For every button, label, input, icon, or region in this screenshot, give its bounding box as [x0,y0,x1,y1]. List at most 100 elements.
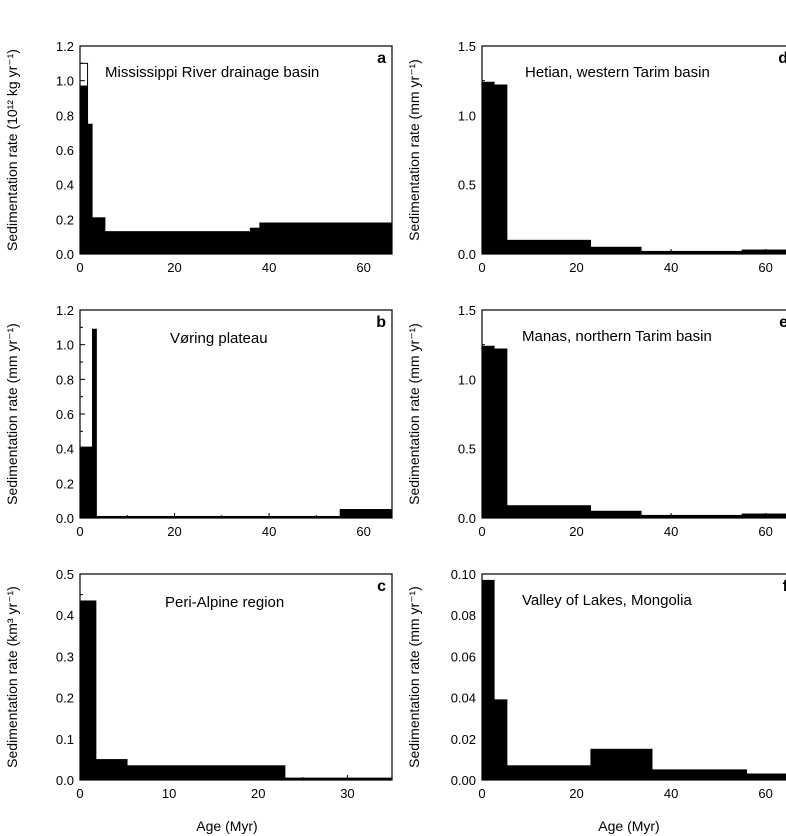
panel-a: 0 20 40 60 0.0 0.2 0.4 0.6 0.8 1.0 1.2 Sedimentatio… [4,39,393,275]
xtick-label-a-3: 60 [356,260,370,275]
panel-b: 0 20 40 60 0.0 0.2 0.4 0.6 0.8 1.0 1.2 Sedimentatio… [4,303,393,539]
panel-title-d: Hetian, western Tarim basin [525,64,710,81]
panel-title-c: Peri-Alpine region [165,594,284,611]
bar-e-1 [493,348,508,518]
xlabel-c: Age (Myr) [196,818,257,834]
ytick-label-f-2: 0.04 [451,691,476,706]
xtick-label-d-0: 0 [478,260,485,275]
xtick-label-e-1: 20 [569,524,583,539]
bar-e-0 [482,345,495,518]
bar-c-1 [95,759,128,780]
xtick-label-a-1: 20 [167,260,181,275]
xtick-label-e-2: 40 [664,524,678,539]
ytick-label-b-2: 0.4 [56,442,74,457]
bar-f-1 [493,699,508,780]
panel-letter-d: d [778,50,786,67]
xtick-label-f-0: 0 [478,786,485,801]
bars-a [80,62,392,254]
panel-title-b: Vøring plateau [170,330,268,347]
ytick-label-e-0: 0.0 [458,511,476,526]
bar-b-1 [91,328,97,518]
ytick-label-d-2: 1.0 [458,108,476,123]
ytick-label-b-3: 0.6 [56,407,74,422]
ytick-label-b-6: 1.2 [56,303,74,318]
xtick-label-f-2: 40 [664,786,678,801]
ylabel-b: Sedimentation rate (mm yr⁻¹) [4,323,20,505]
xtick-label-e-0: 0 [478,524,485,539]
panel-letter-c: c [377,578,386,595]
ytick-label-a-3: 0.6 [56,143,74,158]
xtick-label-f-3: 60 [758,786,772,801]
xtick-label-c-2: 20 [251,786,265,801]
panel-d: 0 20 40 60 0.0 0.5 1.0 1.5 Sedimentation rate (m… [406,39,786,275]
ytick-label-e-3: 1.5 [458,303,476,318]
panel-title-f: Valley of Lakes, Mongolia [522,592,692,609]
bar-a-4 [104,231,251,254]
xtick-label-b-1: 20 [167,524,181,539]
ylabel-c: Sedimentation rate (km³ yr⁻¹) [4,586,20,768]
xlabel-f: Age (Myr) [598,818,659,834]
xtick-label-d-1: 20 [569,260,583,275]
ytick-label-f-0: 0.00 [451,773,476,788]
xtick-label-b-2: 40 [262,524,276,539]
ytick-label-c-2: 0.2 [56,691,74,706]
panel-letter-f: f [783,578,786,595]
ytick-label-d-0: 0.0 [458,247,476,262]
bar-b-3 [339,509,392,518]
xtick-label-a-0: 0 [76,260,83,275]
bars-e [482,345,786,518]
xtick-label-b-3: 60 [356,524,370,539]
bar-e-5 [741,513,786,518]
ylabel-a: Sedimentation rate (10¹² kg yr⁻¹) [4,49,20,251]
bar-a-2 [87,123,93,254]
bars-d [482,81,786,254]
ytick-label-e-2: 1.0 [458,372,476,387]
xtick-label-c-0: 0 [76,786,83,801]
bar-f-3 [590,748,653,780]
ytick-label-b-4: 0.8 [56,372,74,387]
bar-f-4 [651,769,748,780]
bar-d-1 [493,84,508,254]
ytick-label-c-1: 0.1 [56,732,74,747]
xtick-label-e-3: 60 [758,524,772,539]
panel-letter-b: b [376,314,386,331]
ytick-label-c-4: 0.4 [56,608,74,623]
ytick-label-f-4: 0.08 [451,608,476,623]
panel-title-e: Manas, northern Tarim basin [522,328,712,345]
xtick-label-c-3: 30 [340,786,354,801]
ytick-label-f-1: 0.02 [451,732,476,747]
ytick-label-d-1: 0.5 [458,178,476,193]
bar-d-3 [590,246,642,254]
bar-a-6 [259,222,392,254]
xtick-label-d-2: 40 [664,260,678,275]
bars-f [482,579,786,780]
ytick-label-a-0: 0.0 [56,247,74,262]
bar-f-0 [482,579,495,780]
ytick-label-a-4: 0.8 [56,108,74,123]
bar-f-5 [746,773,786,780]
bars-c [80,600,392,780]
bar-a-3 [91,217,106,254]
bar-e-2 [506,505,592,518]
bar-a-1 [80,85,88,254]
panel-letter-e: e [779,314,786,331]
xtick-label-b-0: 0 [76,524,83,539]
panel-c: 0 10 20 30 0.0 0.1 0.2 0.3 0.4 0.5 Sedimentation r… [4,567,393,834]
ytick-label-f-5: 0.10 [451,567,476,582]
xtick-label-f-1: 20 [569,786,583,801]
bar-b-0 [80,446,93,518]
ytick-label-c-5: 0.5 [56,567,74,582]
bar-f-2 [506,765,592,780]
bar-d-0 [482,81,495,254]
ytick-label-c-0: 0.0 [56,773,74,788]
ytick-label-c-3: 0.3 [56,649,74,664]
ytick-label-d-3: 1.5 [458,39,476,54]
ylabel-d: Sedimentation rate (mm yr⁻¹) [406,59,422,241]
xtick-label-c-1: 10 [162,786,176,801]
ytick-label-a-2: 0.4 [56,178,74,193]
bar-e-3 [590,510,642,518]
ytick-label-b-0: 0.0 [56,511,74,526]
panel-f: 0 20 40 60 0.00 0.02 0.04 0.06 0.08 0.10 Sedimenta… [406,567,786,834]
ytick-label-b-1: 0.2 [56,476,74,491]
bars-b [80,328,392,518]
